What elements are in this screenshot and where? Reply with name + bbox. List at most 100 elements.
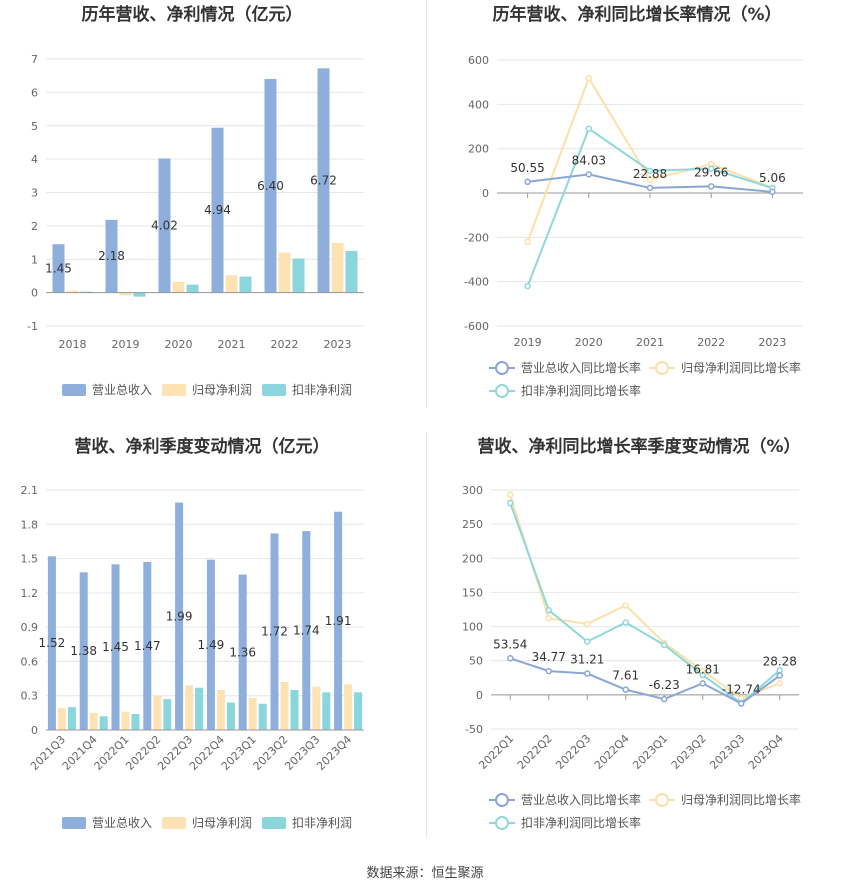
bar [172,281,185,293]
bar [302,531,311,730]
x-tick-label: 2018 [59,338,87,351]
chart-panel-quarterly-amount: 营收、净利季度变动情况（亿元） 0 0.3 0.6 0.9 1.2 1.5 1.8 2.1 1.5… [0,425,425,855]
series-line [526,75,773,243]
bar [67,707,76,730]
bar [121,711,130,730]
bar [290,690,299,730]
bar [258,703,267,730]
y-tick-label: 3 [31,187,38,200]
y-tick-label: 2.1 [21,484,39,497]
legend-label: 营业总收入同比增长率 [521,360,641,375]
data-point [524,282,531,290]
point-value-label: 22.88 [633,167,667,181]
bar-value-label: 1.45 [102,640,129,654]
x-tick-label: 2021 [218,338,246,351]
y-tick-label: 1.5 [21,553,39,566]
data-point [545,615,552,622]
data-point [707,183,715,190]
x-tick-label: 2022Q2 [515,732,555,772]
chart-title: 历年营收、净利同比增长率情况（%） [492,4,781,25]
data-point [507,499,514,507]
chart-title: 营收、净利同比增长率季度变动情况（%） [477,436,800,457]
chart-panel-quarterly-growth: 营收、净利同比增长率季度变动情况（%） -50 0 50 100 150 200 250 300… [425,425,850,855]
y-tick-label: 5 [31,120,38,133]
bar [52,244,65,293]
bar-value-label: 1.99 [166,609,193,623]
series-line [509,502,781,705]
x-tick-label: 2019 [112,338,140,351]
bar [185,685,194,730]
bar-value-label: 1.45 [45,261,72,275]
y-tick-label: 200 [468,143,489,156]
bar [280,682,289,730]
y-tick-label: 200 [462,552,483,565]
data-point [507,655,514,662]
y-tick-label: 0 [476,689,483,702]
y-tick-label: 250 [462,518,483,531]
series-line [509,494,781,700]
bar [216,690,225,730]
bar [345,250,358,293]
y-tick-label: 300 [462,484,483,497]
y-tick-label: 50 [469,655,483,668]
data-point [622,619,629,626]
bar [153,695,162,730]
x-tick-label: 2021 [636,336,664,349]
bar [158,158,171,293]
point-value-label: 84.03 [572,153,606,167]
legend-label: 归母净利润同比增长率 [681,792,801,807]
bar [292,258,305,293]
y-tick-label: 0.9 [21,621,39,634]
bar-value-label: 1.72 [261,625,288,639]
chart-title: 营收、净利季度变动情况（亿元） [75,436,330,457]
legend-swatch [162,384,186,396]
series-line [526,127,773,287]
point-value-label: -6.23 [649,678,680,692]
bar-value-label: 1.49 [198,638,225,652]
data-point [769,188,776,196]
y-tick-label: 7 [31,53,38,66]
legend-swatch [262,817,286,829]
bar [248,698,257,730]
series-line [509,657,781,705]
data-point [699,671,706,679]
data-point [776,672,783,679]
bar [79,572,88,730]
y-tick-label: -400 [464,276,489,289]
bar-value-label: 2.18 [98,249,125,263]
x-tick-label: 2023Q2 [669,732,709,772]
bar [322,692,331,730]
data-point [507,491,514,499]
bar-value-label: 1.36 [229,645,256,659]
legend-marker [655,793,669,807]
data-point [585,171,593,178]
legend-swatch [262,384,286,396]
legend-label: 归母净利润同比增长率 [681,360,801,375]
y-tick-label: 1.2 [21,587,39,600]
bar [211,127,224,293]
legend-marker [495,384,509,398]
bar-value-label: 1.38 [70,644,97,658]
bar [99,716,108,730]
bar [186,284,199,293]
bar [344,684,353,730]
legend-label: 归母净利润 [192,816,252,830]
bar [226,702,235,730]
bar [354,692,363,730]
y-tick-label: -200 [464,231,489,244]
y-tick-label: 1 [31,253,38,266]
bar [195,687,204,730]
data-point [545,606,552,614]
chart-panel-annual-amount: 历年营收、净利情况（亿元） -1 0 1 2 3 4 5 6 7 1.45 2018 2.18 2019 4… [0,0,425,425]
point-value-label: 28.28 [763,655,797,669]
y-tick-label: 6 [31,86,38,99]
data-point [707,165,715,172]
x-tick-label: 2022Q3 [553,732,593,772]
bar [111,564,120,730]
x-tick-label: 2023Q4 [746,732,786,772]
bar-value-label: 4.02 [151,219,178,233]
data-point [585,74,593,82]
data-point [524,178,531,186]
bar-value-label: 1.52 [39,636,66,650]
point-value-label: 7.61 [612,669,639,683]
